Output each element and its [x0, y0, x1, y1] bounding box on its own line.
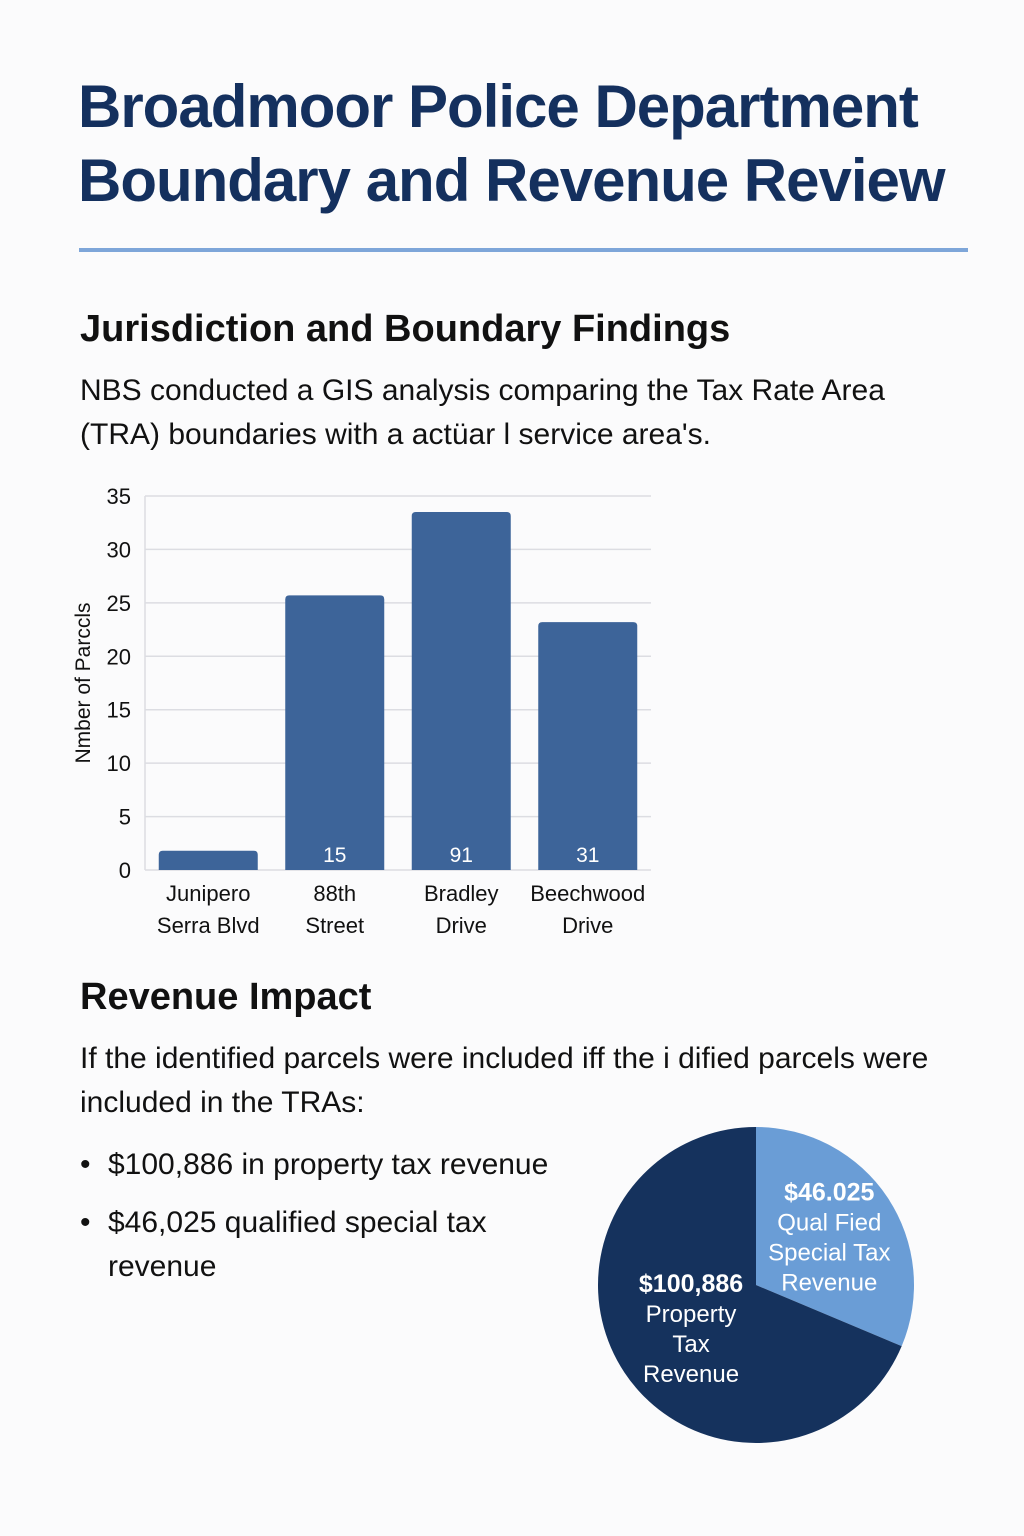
x-tick-label: 88th [313, 881, 356, 906]
bar [285, 595, 385, 870]
y-tick-label: 0 [119, 858, 131, 883]
pie-category-label: Property [646, 1301, 737, 1328]
pie-category-label: Special Tax [768, 1239, 890, 1266]
revenue-pie-chart: $46.025 Qual Fied Special Tax Revenue $100,8… [598, 1127, 914, 1443]
section-heading-jurisdiction: Jurisdiction and Boundary Findings [80, 308, 731, 350]
y-tick-label: 35 [107, 484, 131, 509]
x-tick-label: Street [305, 913, 364, 938]
pie-category-label: Revenue [643, 1361, 739, 1388]
jurisdiction-text: NBS conducted a GIS analysis comparing t… [80, 374, 885, 451]
y-tick-label: 10 [107, 751, 131, 776]
x-tick-label: Serra Blvd [157, 913, 260, 938]
section-heading-revenue: Revenue Impact [80, 976, 372, 1018]
pie-category-label: Revenue [781, 1269, 877, 1296]
x-tick-label: Junipero [166, 881, 250, 906]
revenue-text: If the identified parcels were included … [80, 1042, 929, 1119]
x-tick-label: Drive [436, 913, 487, 938]
parcels-bar-chart: 0 5 10 15 20 25 30 35 Nmber of Parccls Junipero Se… [72, 484, 651, 938]
pie-value-label: $46.025 [784, 1178, 874, 1206]
pie-value-label: $100,886 [639, 1270, 743, 1298]
bar-data-label: 31 [576, 844, 599, 867]
pie-category-label: Qual Fied [777, 1209, 881, 1236]
bullet-special-tax: $46,025 qualified special tax revenue [80, 1201, 590, 1289]
page-title: Broadmoor Police Department Boundary and… [78, 70, 998, 218]
y-tick-label: 25 [107, 591, 131, 616]
pie-category-label: Tax [672, 1331, 709, 1358]
y-tick-label: 20 [107, 644, 131, 669]
bar [538, 622, 638, 870]
title-divider [79, 248, 968, 252]
title-line-2: Boundary and Revenue Review [78, 147, 946, 214]
title-line-1: Broadmoor Police Department [78, 73, 919, 140]
y-tick-label: 30 [107, 537, 131, 562]
bar-data-label: 91 [450, 844, 473, 867]
x-tick-label: Drive [562, 913, 613, 938]
y-tick-label: 5 [119, 805, 131, 830]
bar [158, 850, 258, 870]
pie-slice [756, 1127, 914, 1347]
bullet-property-tax: $100,886 in property tax revenue [80, 1143, 590, 1187]
y-axis-label: Nmber of Parccls [72, 602, 95, 763]
bar-data-label: 15 [323, 844, 346, 867]
x-tick-label: Bradley [424, 881, 499, 906]
pie-slice [598, 1127, 902, 1443]
x-tick-label: Beechwood [530, 881, 645, 906]
revenue-bullets: $100,886 in property tax revenue $46,025… [80, 1143, 590, 1303]
y-tick-label: 15 [107, 698, 131, 723]
bar [411, 512, 511, 870]
